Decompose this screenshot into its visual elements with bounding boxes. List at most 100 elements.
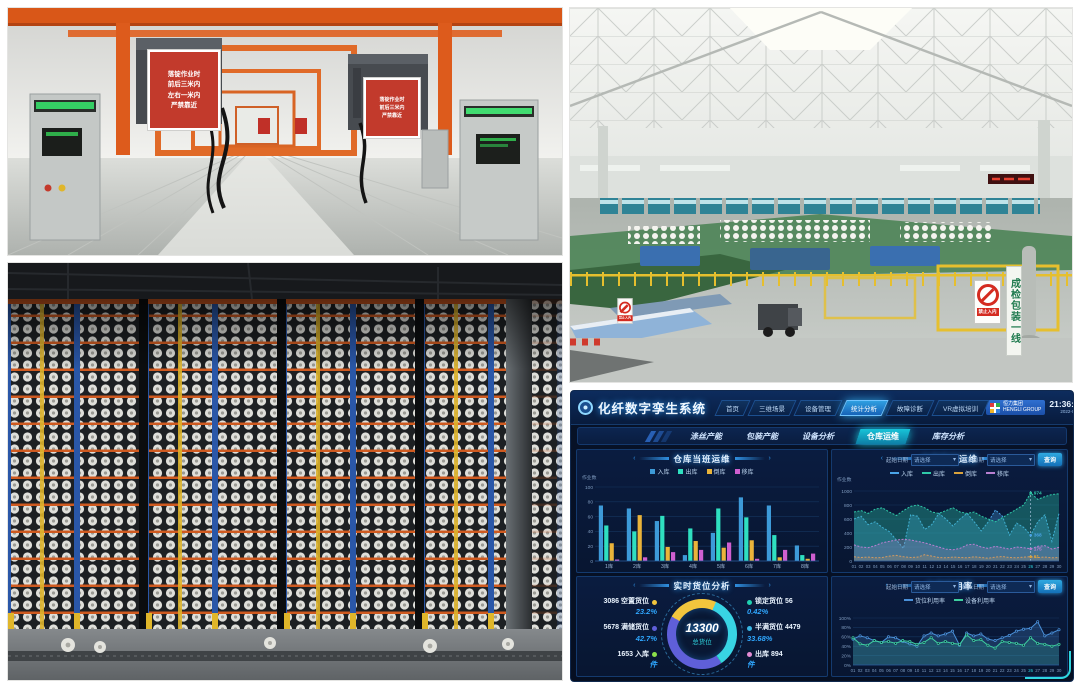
legend-item: 移库 bbox=[986, 469, 1009, 478]
query-button[interactable]: 查询 bbox=[1037, 453, 1062, 466]
svg-text:09: 09 bbox=[907, 668, 912, 673]
svg-text:1库: 1库 bbox=[605, 562, 613, 570]
nav-tab-4[interactable]: 故障诊断 bbox=[885, 399, 935, 416]
svg-text:17: 17 bbox=[964, 668, 969, 673]
svg-text:13: 13 bbox=[936, 668, 941, 673]
stat-dot-icon bbox=[747, 625, 752, 631]
svg-text:16: 16 bbox=[958, 564, 963, 569]
start-date-select[interactable]: 请选择 bbox=[910, 453, 959, 466]
stat-dot-icon bbox=[652, 652, 657, 658]
nav-tab-5[interactable]: VR虚拟培训 bbox=[931, 399, 990, 416]
svg-text:1000: 1000 bbox=[841, 489, 852, 495]
start-date-label: 起始日期 bbox=[885, 457, 908, 464]
svg-text:05: 05 bbox=[880, 564, 885, 569]
donut-center: 13300 总货位 bbox=[661, 593, 743, 675]
stat-item: 5678 满储货位 42.7% bbox=[603, 624, 657, 643]
svg-text:08: 08 bbox=[901, 564, 906, 569]
svg-text:4库: 4库 bbox=[689, 562, 697, 570]
stat-item: 出库 894 件 bbox=[747, 650, 783, 670]
panel-title-text: 仓库当班运维 bbox=[673, 453, 731, 464]
subtab-2[interactable]: 设备分析 bbox=[802, 431, 834, 441]
stat-item: 3086 空置货位 23.2% bbox=[603, 597, 657, 617]
svg-text:20: 20 bbox=[986, 564, 991, 569]
svg-text:20: 20 bbox=[986, 668, 991, 673]
chart-legend: 入库 出库 倒库 移库 bbox=[577, 466, 827, 476]
header-right: 恒力集团 HENGLI GROUP 21:36:32 2022-09-05 10… bbox=[986, 399, 1073, 416]
svg-text:175: 175 bbox=[1034, 546, 1042, 552]
no-entry-sign: 禁止入内 bbox=[974, 280, 1001, 324]
legend-item: 入库 bbox=[889, 469, 913, 478]
subtab-3[interactable]: 仓库运维 bbox=[855, 428, 911, 444]
svg-text:5库: 5库 bbox=[717, 562, 725, 570]
stat-item: 1653 入库件 bbox=[617, 650, 657, 670]
stat-dot-icon bbox=[652, 599, 657, 605]
sub-nav: 涤丝产能 包装产能 设备分析 仓库运维 库存分析 bbox=[577, 427, 1067, 445]
legend-item: 出库 bbox=[921, 469, 945, 478]
subtab-4[interactable]: 库存分析 bbox=[932, 431, 964, 441]
nav-tab-3[interactable]: 统计分析 bbox=[839, 399, 889, 416]
subtab-0[interactable]: 涤丝产能 bbox=[690, 431, 722, 441]
svg-text:16: 16 bbox=[957, 668, 962, 673]
svg-text:30: 30 bbox=[1057, 564, 1062, 569]
dashboard-header: 化纤数字孪生系统 首页 三维场景 设备管理 统计分析 故障诊断 VR虚拟培训 恒力集团 H… bbox=[571, 391, 1073, 425]
end-date-select[interactable]: 请选择 bbox=[986, 453, 1035, 466]
end-date-select[interactable]: 请选择 bbox=[986, 580, 1035, 593]
company-logo: 恒力集团 HENGLI GROUP bbox=[986, 399, 1046, 416]
subtab-1[interactable]: 包装产能 bbox=[746, 431, 778, 441]
asrs-warehouse-illustration bbox=[8, 263, 562, 680]
nav-tab-2[interactable]: 设备管理 bbox=[793, 399, 843, 416]
svg-text:15: 15 bbox=[951, 564, 956, 569]
stat-item: 锁定货位 56 0.42% bbox=[747, 597, 793, 617]
nav-tab-1[interactable]: 三维场景 bbox=[747, 399, 797, 416]
chart-legend: 入库 出库 倒库 移库 bbox=[832, 468, 1067, 478]
svg-text:19: 19 bbox=[979, 564, 984, 569]
no-entry-icon bbox=[619, 301, 631, 314]
svg-text:23: 23 bbox=[1007, 668, 1012, 673]
svg-text:04: 04 bbox=[873, 564, 878, 569]
svg-text:60%: 60% bbox=[841, 635, 851, 641]
company-logo-icon bbox=[990, 402, 1001, 413]
query-button[interactable]: 查询 bbox=[1037, 580, 1062, 593]
axis-unit-label: 作业数 bbox=[582, 476, 597, 481]
company-logo-text: 恒力集团 HENGLI GROUP bbox=[1003, 400, 1042, 413]
date-filters: 起始日期 请选择 截止日期 请选择 查询 bbox=[886, 453, 1062, 466]
warning-line: 落锭作业时 bbox=[167, 70, 201, 78]
title-arrow-left-icon bbox=[633, 582, 635, 589]
panel-title: 实时货位分析 bbox=[577, 579, 827, 592]
start-date-select[interactable]: 请选择 bbox=[910, 580, 959, 593]
legend-item: 移库 bbox=[734, 467, 754, 476]
slot-stats-left: 3086 空置货位 23.2% 5678 满储货位 42.7% 1653 入库件 bbox=[583, 598, 657, 669]
nav-tab-0[interactable]: 首页 bbox=[714, 399, 751, 416]
svg-text:26: 26 bbox=[1028, 564, 1033, 569]
no-entry-label: 禁止入内 bbox=[617, 315, 633, 322]
doffing-warning-sign: 落锭作业时 前后三米内 左右一米内 严禁靠近 bbox=[148, 50, 220, 130]
title-arrow-left-icon bbox=[633, 455, 635, 462]
svg-text:0: 0 bbox=[590, 559, 593, 565]
photo-asrs-warehouse bbox=[7, 262, 563, 681]
slot-donut: 13300 总货位 bbox=[661, 592, 743, 675]
main-nav: 首页 三维场景 设备管理 统计分析 故障诊断 VR虚拟培训 bbox=[714, 399, 990, 416]
svg-text:7库: 7库 bbox=[773, 562, 781, 570]
svg-text:11: 11 bbox=[922, 564, 927, 569]
digital-twin-dashboard: 化纤数字孪生系统 首页 三维场景 设备管理 统计分析 故障诊断 VR虚拟培训 恒力集团 H… bbox=[570, 390, 1074, 682]
bar-chart-shift-ops: 0 20 40 60 80 100 1库 2库 3库 4库 5库 6库 7库 8库 bbox=[581, 482, 823, 570]
svg-text:24: 24 bbox=[1014, 668, 1019, 673]
svg-text:14: 14 bbox=[943, 668, 948, 673]
svg-text:6库: 6库 bbox=[745, 562, 753, 570]
svg-text:19: 19 bbox=[978, 668, 983, 673]
svg-text:24: 24 bbox=[1014, 564, 1019, 569]
warning-line: 左右一米内 bbox=[167, 91, 201, 99]
svg-text:08: 08 bbox=[900, 668, 905, 673]
donut-dashed-ring bbox=[661, 592, 743, 675]
svg-text:29: 29 bbox=[1050, 564, 1055, 569]
app-title: 化纤数字孪生系统 bbox=[598, 402, 707, 416]
warning-line: 前后三米内 bbox=[379, 104, 405, 111]
svg-text:800: 800 bbox=[844, 503, 852, 509]
svg-text:40%: 40% bbox=[841, 644, 851, 650]
svg-text:22: 22 bbox=[1000, 668, 1005, 673]
svg-text:25: 25 bbox=[1021, 564, 1026, 569]
svg-text:29: 29 bbox=[1050, 668, 1055, 673]
svg-text:80: 80 bbox=[588, 500, 594, 506]
svg-text:40: 40 bbox=[588, 529, 594, 535]
